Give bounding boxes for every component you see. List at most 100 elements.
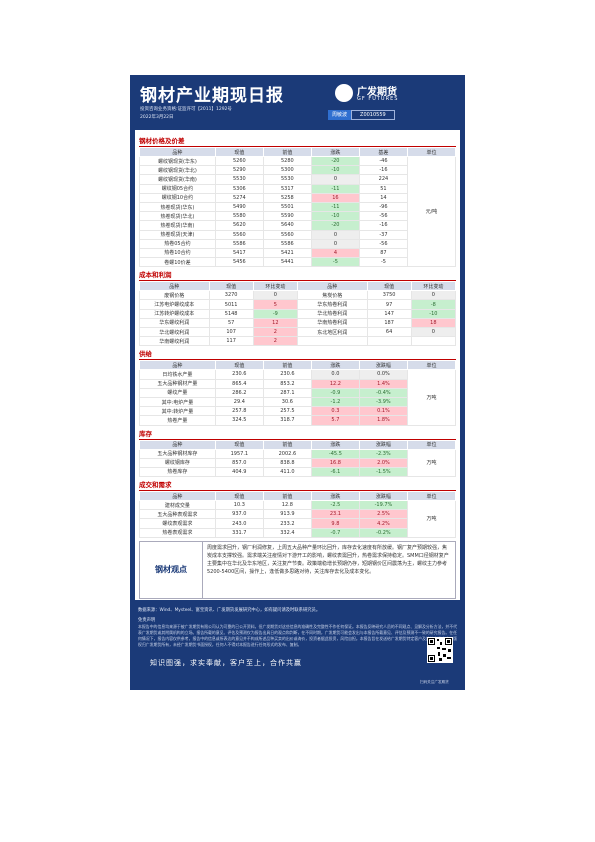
table-cell: 937.0 — [214, 509, 264, 520]
table-cell: 螺纹钢现货(华南) — [139, 174, 216, 185]
table-cell: -0.9 — [310, 387, 360, 398]
column-header: 现值 — [214, 360, 264, 371]
header-row: 品种 现值 环比变动 品种 现值 环比变动 — [139, 281, 457, 292]
table-cell: 5490 — [214, 201, 264, 213]
column-header: 涨跌幅 — [358, 360, 408, 371]
column-header: 前值 — [262, 147, 312, 157]
column-header: 涨跌幅 — [358, 491, 408, 502]
table-cell: 热卷现货(天津) — [139, 229, 216, 240]
table-cell: 10.3 — [214, 500, 264, 511]
table-cell: 热卷产量 — [139, 415, 216, 426]
table-cell: 64 — [366, 326, 412, 338]
table-cell: 江苏转炉螺纹成本 — [139, 308, 210, 319]
table-cell: 224 — [358, 174, 408, 185]
table-cell: 5300 — [262, 165, 312, 176]
report-date: 2022年3月22日 — [140, 115, 174, 120]
empty-cell — [366, 336, 412, 347]
table-cell: 0.3 — [310, 406, 360, 417]
table-cell: 0 — [252, 290, 298, 301]
unit-cell: 万吨 — [406, 448, 457, 478]
table-cell: 5 — [252, 299, 298, 310]
table-cell: 4 — [310, 247, 360, 259]
table-cell: 12.8 — [262, 500, 312, 511]
table-cell: 12 — [252, 317, 298, 329]
table-cell: 0 — [410, 290, 457, 301]
table-cell: 螺纹钢05合约 — [139, 183, 216, 194]
table-cell: 5560 — [214, 229, 264, 240]
column-header: 品种 — [139, 439, 216, 450]
empty-cell — [296, 336, 368, 347]
table-cell: 螺纹钢现货(华北) — [139, 165, 216, 176]
table-cell: 16 — [310, 192, 360, 203]
table-cell: 5306 — [214, 183, 264, 194]
table-cell: 30.6 — [262, 396, 312, 408]
table-cell: 3270 — [208, 290, 254, 301]
table-cell: 838.8 — [262, 457, 312, 468]
table-cell: -16 — [358, 165, 408, 176]
table-cell: 华东热卷利润 — [296, 299, 368, 310]
column-header: 环比变动 — [410, 281, 457, 292]
table-cell: 2002.6 — [262, 448, 312, 459]
table-row: 螺纹钢现货(华东) 5260 5280 -20 -46 元/吨 — [139, 155, 457, 268]
table-row: 五大品种表观需求 937.0 913.9 23.1 2.5% — [139, 509, 456, 520]
section-table: 品种 现值 环比变动 品种 现值 环比变动 废钢价格 3270 0 焦炭价格 3750 0 江苏电炉螺纹… — [139, 281, 457, 347]
table-cell: 287.1 — [262, 387, 312, 398]
viewpoint-text: 周度需求回升，钢厂利润修复，上周五大品种产量环比回升，库存去化速度有所放缓。钢厂… — [207, 544, 449, 575]
qr-code — [427, 637, 453, 663]
column-header: 基差 — [358, 147, 408, 157]
table-cell: 江苏电炉螺纹成本 — [139, 299, 210, 310]
column-header: 品种 — [139, 491, 216, 502]
table-cell: 9.8 — [310, 518, 360, 529]
column-header: 涨跌 — [310, 491, 360, 502]
table-cell: 3750 — [366, 290, 412, 301]
table-cell: 4.2% — [358, 518, 408, 529]
table-cell: 318.7 — [262, 415, 312, 426]
table-cell: -10 — [310, 211, 360, 222]
table-cell: 5417 — [214, 247, 264, 259]
table-cell: 螺纹钢10合约 — [139, 192, 216, 203]
table-cell: 57 — [208, 317, 254, 329]
table-head: 品种 现值 前值 涨跌 涨跌幅 单位 — [139, 491, 457, 502]
section-table: 品种 现值 前值 涨跌 基差 单位 螺纹钢现货(华东) 5260 5280 -20 -46 元/吨 螺纹… — [139, 147, 457, 268]
table-cell: 51 — [358, 183, 408, 194]
sections: 钢材价格及价差 品种 现值 前值 涨跌 基差 单位 螺纹钢现货(华东) 5260 5280 -20-… — [139, 135, 457, 538]
table-cell: 1.4% — [358, 378, 408, 389]
report-title: 钢材产业期现日报 — [140, 86, 284, 106]
table-cell: 热卷库存 — [139, 466, 216, 478]
unit-cell: 万吨 — [406, 369, 457, 426]
column-header: 涨跌 — [310, 360, 360, 371]
column-header: 单位 — [406, 439, 457, 450]
table-row: 热卷现货(天津) 5560 5560 0 -37 — [139, 229, 456, 240]
column-header: 品种 — [139, 147, 216, 157]
column-header: 现值 — [366, 281, 412, 292]
table-row: 热卷现货(华北) 5580 5590 -10 -56 — [139, 211, 456, 222]
table-body: 五大品种钢材库存 1957.1 2002.6 -45.5 -2.3% 万吨 螺纹钢库存 857… — [139, 448, 457, 478]
column-header: 环比变动 — [252, 281, 298, 292]
table-cell: 853.2 — [262, 378, 312, 389]
logo-icon — [335, 84, 353, 102]
column-header: 前值 — [262, 439, 312, 450]
table-cell: 257.5 — [262, 406, 312, 417]
table-cell: 332.4 — [262, 527, 312, 538]
table-cell: 23.1 — [310, 509, 360, 520]
table-cell: 5011 — [208, 299, 254, 310]
table-cell: 建材成交量 — [139, 500, 216, 511]
column-header: 单位 — [406, 360, 457, 371]
table-cell: -1.2 — [310, 396, 360, 408]
table-row: 其中:转炉产量 257.8 257.5 0.3 0.1% — [139, 406, 456, 417]
table-cell: 螺纹产量 — [139, 387, 216, 398]
table-cell: 5260 — [214, 155, 264, 167]
table-cell: 2.5% — [358, 509, 408, 520]
section-title: 库存 — [139, 428, 456, 440]
table-cell: 5.7 — [310, 415, 360, 426]
table-cell: 0.0 — [310, 369, 360, 380]
table-cell: 857.0 — [214, 457, 264, 468]
table-cell: -20 — [310, 220, 360, 231]
table-body: 螺纹钢现货(华东) 5260 5280 -20 -46 元/吨 螺纹钢现货(华北) 5290 5… — [139, 155, 457, 268]
column-header: 涨跌 — [310, 439, 360, 450]
table-cell: 117 — [208, 336, 254, 347]
qualification: 投资咨询业务资格:证监许可【2011】1292号 — [140, 107, 232, 112]
column-header: 现值 — [214, 147, 264, 157]
table-cell: -96 — [358, 201, 408, 213]
